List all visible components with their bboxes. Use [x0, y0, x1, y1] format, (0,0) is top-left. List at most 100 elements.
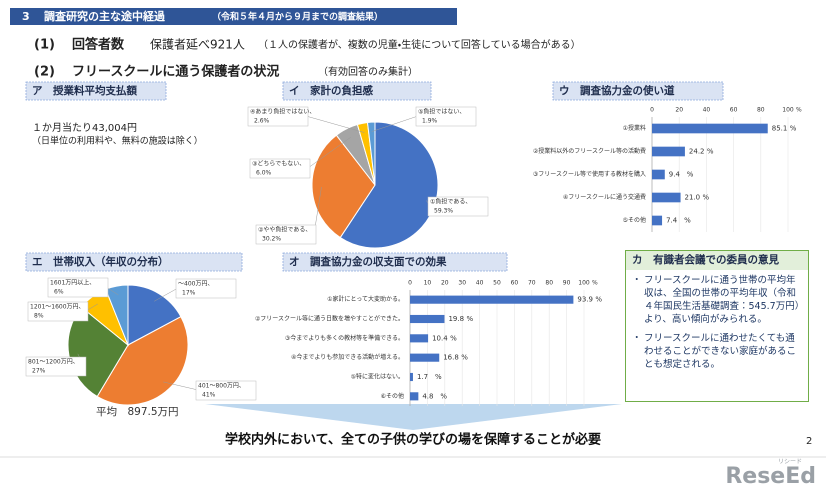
pie-value-label: 59.3%	[434, 208, 453, 215]
category-label: ④フリースクールに通う交通費	[563, 193, 646, 201]
item-note: （１人の保護者が、複数の児童・生徒について回答している場合がある）	[258, 38, 581, 51]
pie-label: ③どちらでもない、	[252, 160, 305, 168]
logo-sub: リシード	[778, 459, 802, 466]
value-label: 16.8	[443, 354, 459, 362]
value-unit: %	[684, 217, 691, 225]
bar	[410, 392, 419, 401]
pie-label: 801～1200万円、	[28, 359, 79, 366]
bar	[410, 372, 413, 382]
label-box	[247, 106, 309, 127]
tuition-note: （日単位の利用料や、無料の施設は除く）	[32, 135, 203, 147]
pie-label: ④あまり負担ではない、	[250, 108, 315, 116]
bar	[410, 314, 445, 324]
value-label: 1.7	[417, 373, 428, 381]
leader-line	[305, 115, 365, 133]
label-box	[249, 158, 311, 179]
opinion-box: カ 有識者会議での委員の意見 フリースクールに通う世帯の平均年収は、全国の世帯の…	[625, 250, 809, 402]
category-label: ①家計にとって大変助かる。	[327, 295, 404, 303]
conclusion: 学校内外において、全ての子供の学びの場を保障することが必要	[225, 432, 601, 448]
item-title: 回答者数	[72, 37, 125, 53]
opinion-bullet: フリースクールに通う世帯の平均年収は、全国の世帯の平均年収（令和４年国民生活基礎…	[626, 270, 808, 328]
category-label: ⑥その他	[381, 392, 404, 400]
bar	[652, 215, 663, 226]
bar	[652, 146, 685, 157]
x-tick-label: 50	[493, 280, 501, 287]
opinion-bullet: フリースクールに通わせたくても通わせることができない家庭があることも想定される。	[626, 328, 808, 373]
axis-unit: %	[796, 107, 802, 114]
bar	[652, 169, 665, 180]
value-label: 10.4	[432, 334, 448, 342]
item-label: (2)	[34, 65, 55, 80]
income-average: 平均 897.5万円	[96, 405, 179, 418]
label-box	[427, 196, 489, 217]
x-tick-label: 0	[408, 280, 412, 287]
bar	[410, 334, 429, 343]
bar	[410, 295, 574, 304]
label-box	[25, 356, 87, 377]
category-label: ⑤その他	[623, 216, 646, 224]
x-tick-label: 60	[730, 107, 738, 114]
bar	[652, 192, 681, 203]
x-tick-label: 40	[476, 280, 484, 287]
section-box	[25, 252, 243, 272]
category-label: ④今までよりも参加できる活動が増える。	[291, 353, 404, 361]
pie-value-label: 2.6%	[254, 118, 270, 125]
section-box	[282, 252, 508, 272]
pie-label: 401～800万円、	[198, 383, 245, 390]
bar	[410, 353, 440, 362]
x-tick-label: 100	[782, 107, 794, 114]
leader-line	[307, 137, 351, 169]
pie-value-label: 27%	[32, 368, 46, 375]
value-label: 9.4	[669, 171, 681, 179]
category-label: ③今までよりも多くの教材等を準備できる。	[285, 334, 404, 342]
x-tick-label: 20	[441, 280, 449, 287]
value-unit: %	[466, 315, 473, 323]
pie-label: ①負担である、	[430, 198, 471, 206]
category-label: ②フリースクール等に通う日数を増やすことができた。	[255, 315, 404, 323]
category-label: ②授業料以外のフリースクール等の活動費	[533, 147, 646, 155]
x-tick-label: 0	[650, 107, 654, 114]
pie-slice	[311, 134, 376, 239]
x-tick-label: 40	[703, 107, 711, 114]
value-label: 4.8	[422, 392, 433, 400]
pie-value-label: 1.9%	[422, 118, 438, 125]
label-box	[195, 380, 257, 401]
tuition-text: １か月当たり43,004円	[32, 121, 137, 134]
value-unit: %	[703, 194, 710, 202]
header-title: 調査研究の主な途中経過	[44, 9, 165, 23]
label-box	[175, 278, 237, 299]
section-box	[25, 81, 167, 101]
header-number: 3	[22, 10, 30, 23]
value-label: 85.1	[772, 125, 788, 133]
x-tick-label: 80	[757, 107, 765, 114]
value-unit: %	[790, 125, 797, 133]
value-unit: %	[435, 373, 442, 381]
x-tick-label: 90	[563, 280, 571, 287]
logo: ReseEd	[725, 464, 816, 489]
opinion-title: カ 有識者会議での委員の意見	[626, 251, 808, 270]
x-tick-label: 80	[545, 280, 553, 287]
pie-slice	[127, 284, 182, 346]
item-note: （有効回答のみ集計）	[318, 65, 418, 78]
pie-value-label: 6%	[54, 289, 64, 296]
pie-label: 1201～1600万円、	[30, 304, 85, 311]
leader-line	[371, 115, 419, 132]
label-box	[27, 301, 89, 322]
value-label: 19.8	[448, 315, 464, 323]
arrow	[205, 404, 622, 430]
item-value: 保護者延べ921人	[150, 37, 245, 52]
x-tick-label: 100	[578, 280, 590, 287]
section-title: エ 世帯収入（年収の分布）	[32, 255, 169, 268]
section-box	[282, 81, 432, 101]
value-unit: %	[440, 392, 447, 400]
bar	[652, 123, 768, 134]
value-unit: %	[687, 171, 694, 179]
x-tick-label: 60	[511, 280, 519, 287]
section-title: ア 授業料平均支払額	[32, 84, 137, 97]
x-tick-label: 20	[675, 107, 683, 114]
pie-label: ②やや負担である、	[258, 226, 311, 234]
pie-value-label: 30.2%	[262, 236, 281, 243]
category-label: ⑤特に変化はない。	[351, 373, 404, 381]
